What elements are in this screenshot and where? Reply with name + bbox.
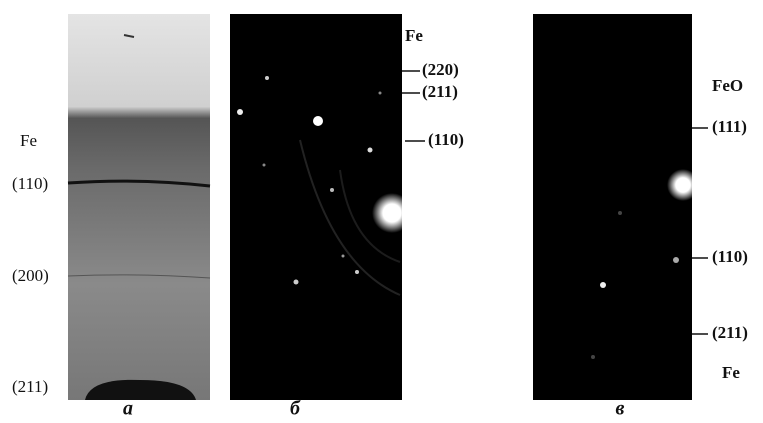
ring <box>67 274 211 279</box>
label: Fe <box>722 363 740 382</box>
spot <box>123 34 135 38</box>
ring <box>339 169 401 263</box>
panel-c: FeO (111) (110) (211) Fe в <box>533 14 748 420</box>
label: Fe <box>20 131 37 150</box>
spot <box>378 91 382 95</box>
spot <box>673 257 679 263</box>
spot <box>341 254 345 258</box>
label: FeO <box>712 76 743 95</box>
label: (110) <box>12 174 48 193</box>
spot <box>591 355 595 359</box>
spot <box>237 109 243 115</box>
spot <box>265 76 269 80</box>
panel-b: Fe (220) (211) (110) б <box>230 14 464 420</box>
pattern-image <box>68 14 210 400</box>
spot <box>262 163 266 167</box>
spot <box>293 279 299 285</box>
label: (211) <box>422 82 458 101</box>
label: (211) <box>712 323 748 342</box>
spot <box>667 169 699 201</box>
spot <box>330 188 334 192</box>
caption: а <box>123 398 133 420</box>
spot <box>372 193 412 233</box>
spot <box>367 147 373 153</box>
label: (200) <box>12 266 49 285</box>
label: (111) <box>712 117 747 136</box>
spot <box>600 282 606 288</box>
label: (211) <box>12 377 48 396</box>
caption: б <box>290 398 301 420</box>
ring <box>67 179 211 188</box>
caption: в <box>616 398 625 420</box>
label: (110) <box>428 130 464 149</box>
label: (110) <box>712 247 748 266</box>
ring <box>299 139 401 296</box>
spot <box>618 211 622 215</box>
spot <box>313 116 323 126</box>
ring <box>85 379 196 400</box>
pattern-image <box>533 14 692 400</box>
label: Fe <box>405 26 423 45</box>
spot <box>355 270 359 274</box>
label: (220) <box>422 60 459 79</box>
panel-a: Fe (110) (200) (211) а <box>12 14 211 420</box>
